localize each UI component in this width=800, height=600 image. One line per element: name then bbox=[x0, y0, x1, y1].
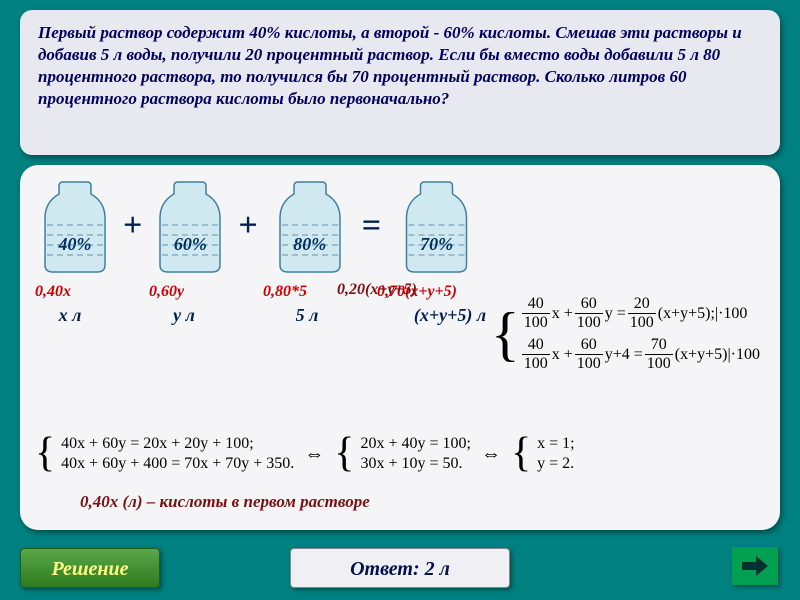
problem-statement: Первый раствор содержит 40% кислоты, а в… bbox=[20, 10, 780, 155]
jar-1-pct: 40% bbox=[35, 234, 115, 255]
fraction-equations: { 40100x + 60100y = 20100 (x+y+5);|·100 … bbox=[491, 295, 760, 379]
op-eq: = bbox=[362, 207, 381, 275]
problem-text: Первый раствор содержит 40% кислоты, а в… bbox=[38, 23, 742, 108]
solution-label: Решение bbox=[51, 558, 128, 580]
answer-text: Ответ: 2 л bbox=[350, 558, 450, 580]
jar-4-pct: 70% bbox=[389, 234, 484, 255]
sys1-line1: 40x + 60y = 20x + 20y + 100; bbox=[61, 435, 294, 453]
sys2-line2: 30x + 10y = 50. bbox=[360, 455, 471, 473]
red-2: 0,60y bbox=[149, 283, 219, 301]
jar-row: 40% + 60% + 80% = 70% bbox=[35, 180, 765, 275]
jar-2-pct: 60% bbox=[150, 234, 230, 255]
solution-button[interactable]: Решение bbox=[20, 548, 160, 588]
jar-3-pct: 80% bbox=[266, 234, 354, 255]
jar-1: 40% bbox=[35, 180, 115, 275]
op-plus-1: + bbox=[123, 207, 142, 275]
red-1: 0,40x bbox=[35, 283, 105, 301]
arrow-right-icon bbox=[740, 554, 770, 578]
solution-area: 40% + 60% + 80% = 70% 0,40x 0,60y bbox=[20, 165, 780, 530]
jar-4: 70% bbox=[389, 180, 484, 275]
sys3-line1: x = 1; bbox=[537, 435, 574, 453]
jar-2: 60% bbox=[150, 180, 230, 275]
acid-note: 0,40x (л) – кислоты в первом растворе bbox=[80, 492, 370, 512]
answer-box: Ответ: 2 л bbox=[290, 548, 510, 588]
sys3-line2: y = 2. bbox=[537, 455, 574, 473]
red-4-overlap: 0,20(x+y+5) 0,70(x+y+5) bbox=[377, 283, 457, 301]
sys1-line2: 40x + 60y + 400 = 70x + 70y + 350. bbox=[61, 455, 294, 473]
vol-2: y л bbox=[149, 305, 219, 326]
sys2-line1: 20x + 40y = 100; bbox=[360, 435, 471, 453]
next-button[interactable] bbox=[732, 547, 778, 585]
vol-1: x л bbox=[35, 305, 105, 326]
system-equations: { 40x + 60y = 20x + 20y + 100; 40x + 60y… bbox=[35, 433, 575, 475]
op-plus-2: + bbox=[238, 207, 257, 275]
vol-3: 5 л bbox=[263, 305, 351, 326]
jar-3: 80% bbox=[266, 180, 354, 275]
vol-4: (x+y+5) л bbox=[395, 305, 505, 326]
